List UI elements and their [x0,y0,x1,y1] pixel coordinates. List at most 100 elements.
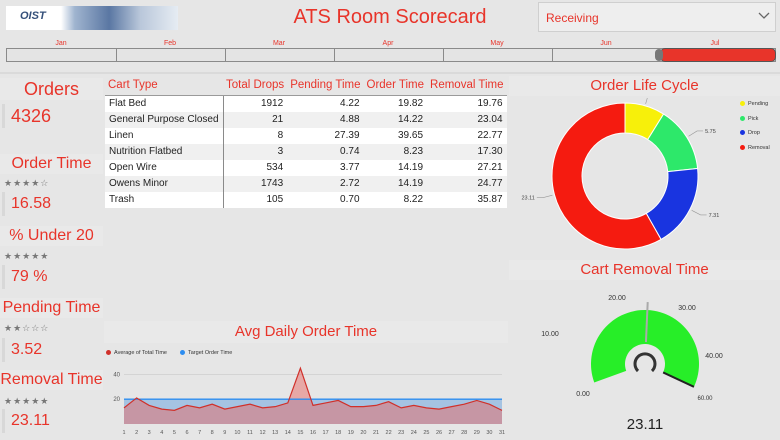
gauge-tick-label: 30.00 [678,305,696,312]
gauge-value: 23.11 [627,416,663,433]
cell-order-time: 39.65 [398,130,424,141]
table-header-row: Cart Type Total Drops Pending Time Order… [105,76,507,96]
gauge-tick-label: 0.00 [576,391,590,398]
department-dropdown[interactable] [538,2,776,32]
legend-item-drop[interactable]: Drop [740,130,760,136]
data-label: 5.75 [705,129,716,135]
x-tick-label: 11 [247,430,253,436]
legend-item-pending[interactable]: Pending [740,101,768,107]
table-row[interactable]: Nutrition Flatbed 3 0.74 8.23 17.30 [105,143,507,160]
legend-swatch [740,130,745,136]
gauge-tick-label: 60.00 [697,396,713,402]
legend-item-pick[interactable]: Pick [740,116,758,122]
page-title: ATS Room Scorecard [293,6,487,28]
x-tick-label: 13 [272,430,278,436]
timeline-divider [225,48,226,62]
column-header[interactable]: Removal Time [427,76,507,96]
pct-under-20-value: 79 % [2,265,103,289]
legend-swatch [106,350,111,356]
table-row[interactable]: Owens Minor 1743 2.72 14.19 24.77 [105,175,507,192]
month-label: Jun [600,40,612,47]
x-tick-label: 2 [135,430,138,436]
cell-pending-time: 0.70 [340,194,360,205]
pct-under-20-title: % Under 20 [0,226,103,246]
gauge-tick-label: 20.00 [608,295,626,302]
order-time-title: Order Time [0,154,103,174]
x-tick-label: 12 [260,430,266,436]
department-dropdown-value: Receiving [546,11,599,25]
cell-order-time: 14.22 [398,114,424,125]
legend-swatch [180,350,185,356]
column-header[interactable]: Total Drops [223,76,288,96]
cell-pending-time: 4.88 [340,114,360,125]
legend-item-average[interactable]: Average of Total Time [106,350,167,356]
chevron-down-icon[interactable] [757,8,771,22]
timeline-divider [334,48,335,62]
column-header[interactable]: Cart Type [105,76,224,96]
average-area [124,368,502,424]
order-time-rating: ★★★★☆ [4,178,50,188]
column-header[interactable]: Pending Time [287,76,364,96]
x-tick-label: 19 [348,430,354,436]
x-tick-label: 24 [411,430,417,436]
cell-pending-time: 3.77 [340,162,360,173]
x-tick-label: 7 [198,430,201,436]
data-label-leader [536,194,553,199]
pct-under-20-rating: ★★★★★ [4,251,50,261]
data-label-leader [691,210,707,216]
x-tick-label: 29 [474,430,480,436]
donut-slice-removal[interactable] [551,102,662,250]
order-time-value: 16.58 [2,192,103,216]
cell-pending-time: 0.74 [340,146,360,157]
table-row[interactable]: Open Wire 534 3.77 14.19 27.21 [105,159,507,176]
average-line [123,366,503,411]
legend-item-removal[interactable]: Removal [740,145,770,151]
x-tick-label: 26 [436,430,442,436]
cart-removal-gauge[interactable]: 0.00 10.00 20.00 30.00 40.00 60.00 23.11 [509,284,780,440]
gauge-tick-label: 10.00 [541,331,559,338]
x-tick-label: 21 [373,430,379,436]
legend-label: Removal [748,145,770,151]
table-row[interactable]: Linen 8 27.39 39.65 22.77 [105,127,507,144]
logo-banner [6,6,178,30]
legend-item-target[interactable]: Target Order Time [180,350,232,356]
cell-total-drops: 1743 [222,175,288,192]
cart-type-table: Cart Type Total Drops Pending Time Order… [105,76,507,208]
cell-removal-time: 35.87 [477,194,503,205]
cell-removal-time: 23.04 [477,114,503,125]
x-tick-label: 14 [285,430,291,436]
cell-order-time: 14.19 [398,162,424,173]
header-divider [0,72,780,74]
x-tick-label: 10 [234,430,240,436]
removal-time-value: 23.11 [2,409,103,433]
pending-time-value: 3.52 [2,338,103,362]
timeline-selected-range[interactable] [660,48,776,62]
cell-pending-time: 4.22 [340,98,360,110]
cell-total-drops: 1912 [222,95,288,112]
gauge-end-marker [662,371,695,388]
cell-removal-time: 22.77 [477,130,503,141]
cell-cart-type: Owens Minor [109,178,168,189]
x-tick-label: 5 [173,430,176,436]
table-row[interactable]: Flat Bed 1912 4.22 19.82 19.76 [105,95,507,112]
orders-value: 4326 [2,104,103,128]
life-cycle-title: Order Life Cycle [509,76,780,96]
data-label: 7.31 [709,213,720,219]
table-row[interactable]: Trash 105 0.70 8.22 35.87 [105,191,507,208]
table-row[interactable]: General Purpose Closed 21 4.88 14.22 23.… [105,111,507,128]
cell-cart-type: Trash [109,194,135,205]
cell-removal-time: 27.21 [477,162,503,173]
cell-cart-type: Linen [109,130,134,141]
cell-order-time: 14.19 [398,178,424,189]
timeline-divider [443,48,444,62]
removal-time-rating: ★★★★★ [4,396,50,406]
timeline-drag-handle[interactable] [655,49,663,61]
cell-cart-type: Flat Bed [109,98,147,110]
timeline-divider [552,48,553,62]
cell-order-time: 8.23 [403,146,424,157]
legend-swatch [740,145,745,151]
column-header[interactable]: Order Time [363,76,428,96]
gauge-arc [591,310,699,387]
